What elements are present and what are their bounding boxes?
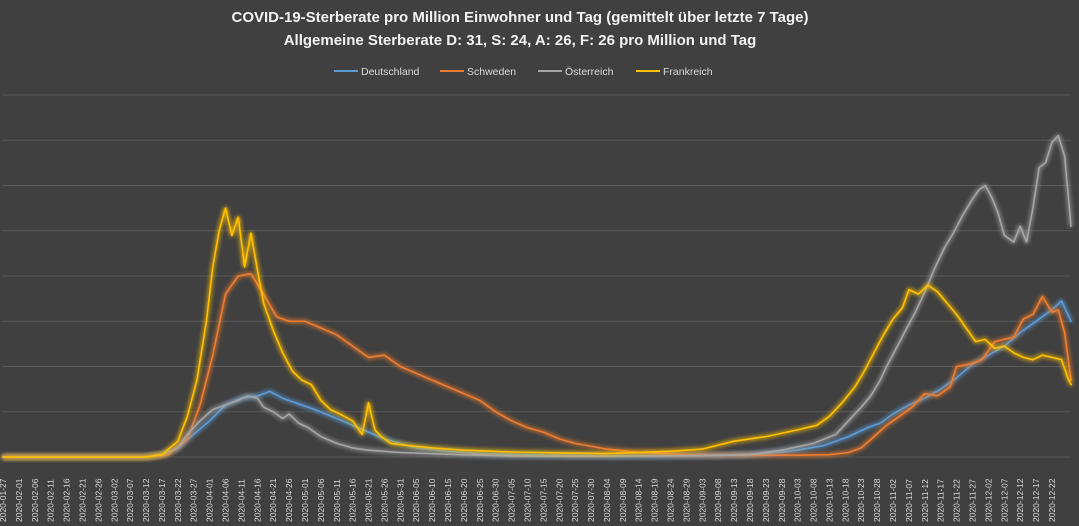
x-tick-label: 2020-05-16: [348, 478, 358, 522]
x-tick-label: 2020-04-26: [284, 478, 294, 522]
x-tick-label: 2020-09-18: [745, 478, 755, 522]
x-tick-label: 2020-03-02: [109, 478, 119, 522]
legend-label: Deutschland: [361, 66, 420, 78]
x-tick-label: 2020-10-08: [809, 478, 819, 522]
x-tick-label: 2020-02-06: [30, 478, 40, 522]
x-tick-label: 2020-11-27: [967, 479, 977, 522]
x-tick-label: 2020-03-22: [173, 478, 183, 522]
x-tick-label: 2020-08-24: [666, 478, 676, 522]
x-tick-label: 2020-02-01: [14, 478, 24, 522]
x-tick-label: 2020-03-07: [125, 478, 135, 522]
series-line-frankreich: [2, 207, 1072, 458]
x-tick-label: 2020-12-17: [1031, 478, 1041, 522]
x-tick-label: 2020-07-25: [570, 478, 580, 522]
x-tick-label: 2020-05-01: [300, 478, 310, 522]
x-tick-label: 2020-01-27: [0, 478, 8, 522]
x-tick-label: 2020-02-16: [62, 478, 72, 522]
x-tick-label: 2020-10-28: [872, 478, 882, 522]
legend-label: Schweden: [467, 66, 516, 78]
series-line-schweden: [2, 272, 1072, 458]
x-tick-label: 2020-08-04: [602, 478, 612, 522]
x-tick-label: 2020-05-21: [364, 478, 374, 522]
x-tick-label: 2020-02-11: [46, 479, 56, 522]
x-tick-label: 2020-09-13: [729, 478, 739, 522]
x-tick-label: 2020-06-30: [491, 478, 501, 522]
x-tick-label: 2020-12-07: [999, 478, 1009, 522]
x-tick-label: 2020-03-27: [189, 478, 199, 522]
chart-subtitle: Allgemeine Sterberate D: 31, S: 24, A: 2…: [284, 32, 757, 49]
x-tick-label: 2020-03-17: [157, 478, 167, 522]
x-tick-label: 2020-04-06: [221, 478, 231, 522]
x-tick-label: 2020-10-23: [856, 478, 866, 522]
series-line-österreich: [2, 134, 1072, 458]
x-tick-label: 2020-11-02: [888, 479, 898, 522]
x-tick-label: 2020-07-20: [554, 478, 564, 522]
x-tick-label: 2020-04-16: [252, 478, 262, 522]
x-tick-label: 2020-06-15: [443, 478, 453, 522]
x-tick-label: 2020-07-30: [586, 478, 596, 522]
x-tick-label: 2020-05-06: [316, 478, 326, 522]
x-tick-label: 2020-09-03: [697, 478, 707, 522]
x-tick-label: 2020-09-28: [777, 478, 787, 522]
x-axis: 2020-01-27 2020-02-01 2020-02-06 2020-02-11…: [0, 478, 1057, 522]
legend-label: Frankreich: [663, 66, 713, 78]
x-tick-label: 2020-07-05: [507, 478, 517, 522]
x-tick-label: 2020-05-11: [332, 479, 342, 522]
x-tick-label: 2020-05-31: [395, 478, 405, 522]
x-tick-label: 2020-12-12: [1015, 478, 1025, 522]
x-tick-label: 2020-04-21: [268, 478, 278, 522]
series-line-deutschland: [2, 300, 1072, 458]
x-tick-label: 2020-06-10: [427, 478, 437, 522]
x-tick-label: 2020-11-07: [904, 479, 914, 522]
x-tick-label: 2020-11-22: [952, 479, 962, 522]
x-tick-label: 2020-04-11: [236, 479, 246, 522]
x-tick-label: 2020-06-05: [411, 478, 421, 522]
x-tick-label: 2020-12-02: [983, 478, 993, 522]
legend: Deutschland Schweden Österreich Frankreich: [334, 66, 713, 78]
x-tick-label: 2020-09-23: [761, 478, 771, 522]
x-tick-label: 2020-08-29: [681, 478, 691, 522]
x-tick-label: 2020-11-17: [936, 479, 946, 522]
x-tick-label: 2020-10-13: [824, 478, 834, 522]
x-tick-label: 2020-03-12: [141, 478, 151, 522]
x-tick-label: 2020-08-19: [650, 478, 660, 522]
x-tick-label: 2020-08-09: [618, 478, 628, 522]
gridlines: [3, 94, 1071, 458]
x-tick-label: 2020-11-12: [920, 479, 930, 522]
legend-label: Österreich: [565, 66, 614, 78]
x-tick-label: 2020-05-26: [379, 478, 389, 522]
x-tick-label: 2020-02-21: [77, 478, 87, 522]
x-tick-label: 2020-07-10: [522, 478, 532, 522]
series-lines: [2, 134, 1072, 458]
x-tick-label: 2020-02-26: [93, 478, 103, 522]
x-tick-label: 2020-08-14: [634, 478, 644, 522]
x-tick-label: 2020-04-01: [205, 478, 215, 522]
x-tick-label: 2020-10-18: [840, 478, 850, 522]
x-tick-label: 2020-07-15: [538, 478, 548, 522]
chart-title: COVID-19-Sterberate pro Million Einwohne…: [231, 9, 808, 26]
x-tick-label: 2020-10-03: [793, 478, 803, 522]
x-tick-label: 2020-12-22: [1047, 478, 1057, 522]
x-tick-label: 2020-06-20: [459, 478, 469, 522]
x-tick-label: 2020-09-08: [713, 478, 723, 522]
x-tick-label: 2020-06-25: [475, 478, 485, 522]
